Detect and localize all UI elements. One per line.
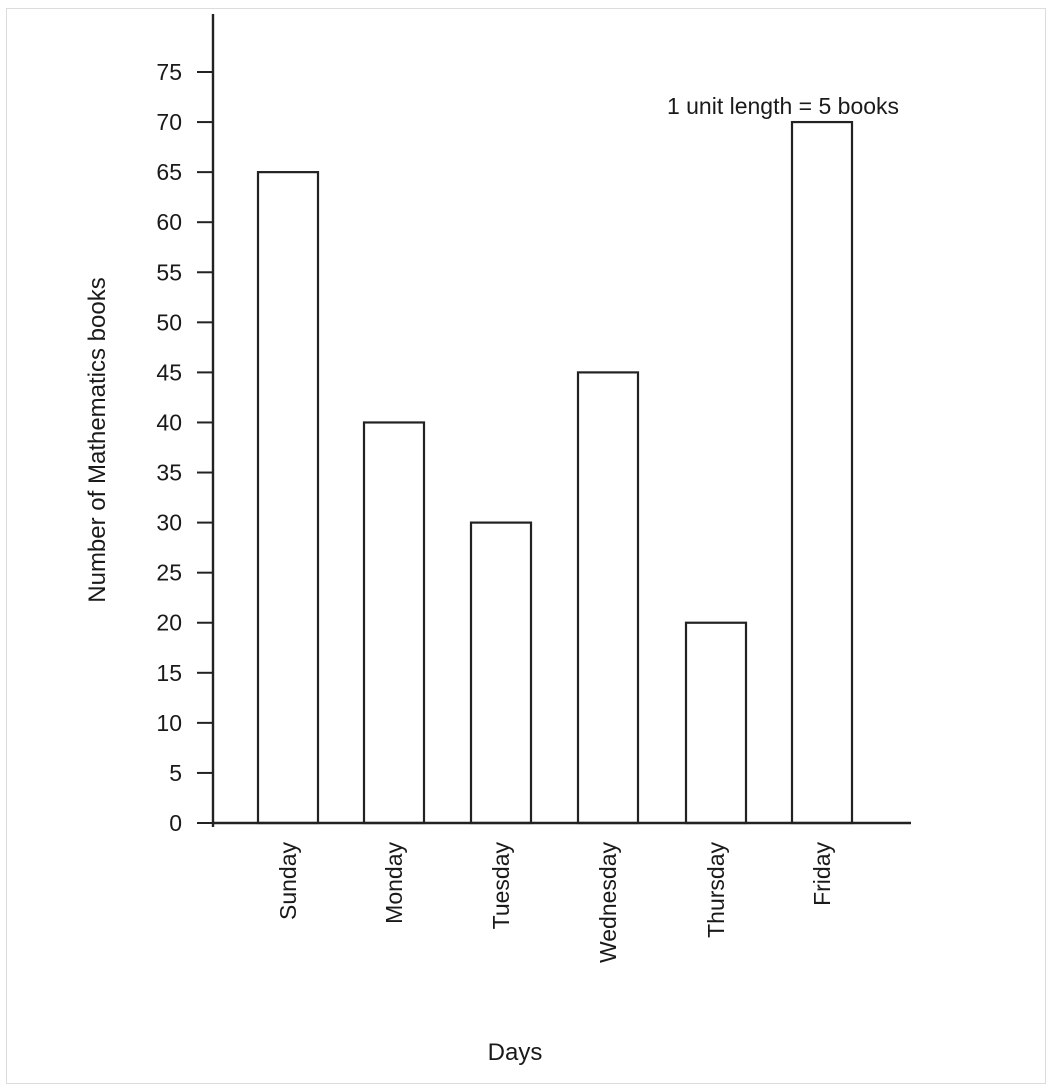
- bar-wednesday: [576, 371, 640, 825]
- y-tick-label: 20: [156, 610, 182, 636]
- y-tick-label: 45: [156, 359, 182, 385]
- y-tick-label: 0: [169, 810, 182, 836]
- y-ticks-group: 0 5 10 15 20 25 30 35 40 45 50 55 60 65 70 75: [156, 59, 213, 836]
- x-category-label: Sunday: [275, 842, 301, 921]
- y-tick-label: 40: [156, 409, 182, 435]
- y-tick-label: 70: [156, 109, 182, 135]
- y-tick-label: 25: [156, 560, 182, 586]
- y-tick-label: 10: [156, 710, 182, 736]
- y-axis-label: Number of Mathematics books: [84, 277, 111, 602]
- x-category-label: Thursday: [703, 842, 729, 938]
- x-category-label: Friday: [809, 842, 835, 906]
- y-tick-label: 35: [156, 460, 182, 486]
- y-tick-label: 30: [156, 510, 182, 536]
- x-axis-label: Days: [488, 1039, 543, 1066]
- x-categories-group: Sunday Monday Tuesday Wednesday Thursday Frid…: [275, 842, 835, 964]
- x-category-label: Monday: [381, 842, 407, 924]
- x-category-label: Tuesday: [488, 842, 514, 930]
- y-tick-label: 50: [156, 309, 182, 335]
- scale-annotation: 1 unit length = 5 books: [667, 93, 899, 119]
- x-category-label: Wednesday: [595, 842, 621, 964]
- bar-sunday: [256, 171, 320, 825]
- bar-tuesday: [469, 521, 533, 825]
- y-tick-label: 60: [156, 209, 182, 235]
- bar-thursday: [684, 621, 748, 825]
- y-tick-label: 65: [156, 159, 182, 185]
- y-tick-label: 75: [156, 59, 182, 85]
- bar-monday: [362, 421, 426, 825]
- chart-frame: [6, 8, 1046, 1084]
- y-tick-label: 55: [156, 259, 182, 285]
- bar-friday: [790, 120, 854, 825]
- y-tick-label: 15: [156, 660, 182, 686]
- bars-group: [256, 120, 854, 825]
- y-tick-label: 5: [169, 760, 182, 786]
